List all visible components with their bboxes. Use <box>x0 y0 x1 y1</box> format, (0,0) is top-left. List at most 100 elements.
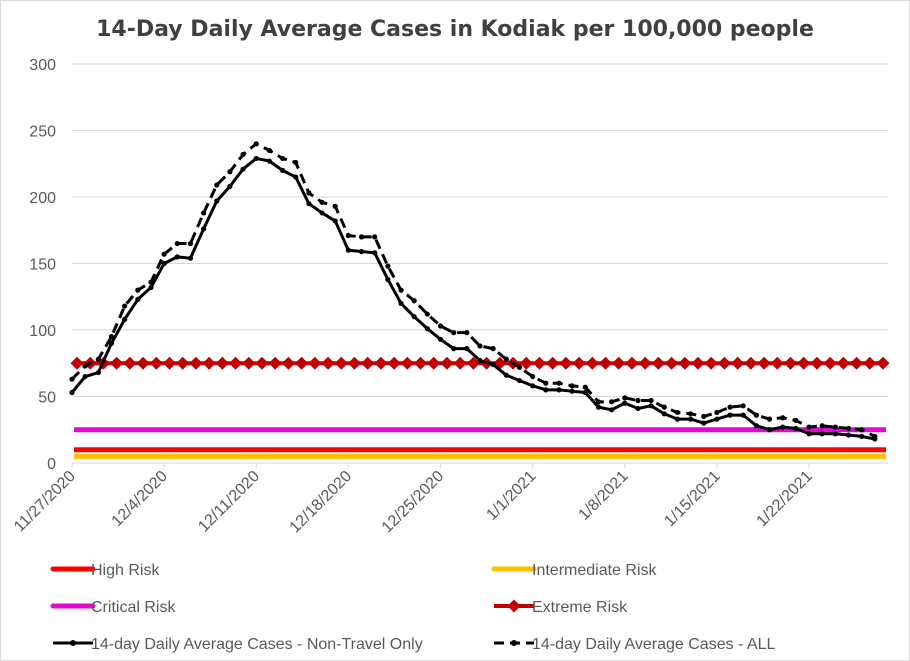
legend-label: Intermediate Risk <box>532 562 657 579</box>
data-point <box>674 409 681 416</box>
series-14-day-daily-average-cases-all <box>69 141 878 439</box>
extreme-risk-marker <box>281 356 295 370</box>
legend-marker <box>511 640 517 646</box>
data-point <box>503 372 509 378</box>
data-point <box>69 376 75 382</box>
legend: High Risk Intermediate Risk Critical Risk E… <box>50 562 776 653</box>
extreme-risk-marker <box>519 356 533 370</box>
extreme-risk-marker <box>149 356 163 370</box>
series-14-day-daily-average-cases-non-travel-only <box>69 155 878 442</box>
data-point <box>161 260 167 267</box>
data-point <box>674 416 681 422</box>
x-tick-label: 11/27/2020 <box>11 468 79 536</box>
data-point <box>214 182 220 188</box>
extreme-risk-marker <box>770 356 784 370</box>
data-point <box>543 380 549 386</box>
data-point <box>806 424 812 430</box>
x-tick-label: 12/11/2020 <box>195 468 263 536</box>
extreme-risk-marker <box>136 356 150 370</box>
data-point <box>648 397 654 404</box>
legend-label: High Risk <box>91 562 160 579</box>
extreme-risk-marker <box>189 356 203 370</box>
data-point <box>477 343 483 349</box>
extreme-risk-marker <box>242 356 256 370</box>
extreme-risk-marker <box>665 356 679 370</box>
data-point <box>135 296 141 303</box>
data-point <box>82 373 88 380</box>
legend-item: Extreme Risk <box>494 599 628 616</box>
extreme-risk-marker <box>466 356 480 370</box>
data-point <box>753 423 759 429</box>
extreme-risk-marker <box>757 356 771 370</box>
data-point <box>266 158 273 164</box>
data-point <box>385 276 391 283</box>
data-point <box>358 248 365 255</box>
data-point <box>503 356 509 362</box>
x-tick-label: 12/18/2020 <box>287 468 356 537</box>
extreme-risk-marker <box>863 356 877 370</box>
data-point <box>687 416 694 422</box>
data-point <box>82 363 88 369</box>
extreme-risk-marker <box>123 356 137 370</box>
extreme-risk-marker <box>453 356 467 370</box>
data-point <box>122 303 128 309</box>
y-tick-label: 0 <box>47 456 56 473</box>
data-point <box>543 387 549 393</box>
data-point <box>319 210 325 216</box>
extreme-risk-marker <box>585 356 599 370</box>
x-tick-label: 1/8/2021 <box>576 468 632 524</box>
extreme-risk-marker <box>308 356 322 370</box>
extreme-risk-marker <box>268 356 282 370</box>
data-point <box>727 412 733 418</box>
extreme-risk-marker <box>334 356 348 370</box>
data-point <box>227 169 233 175</box>
extreme-risk-marker <box>651 356 665 370</box>
data-point <box>345 247 351 253</box>
data-point <box>582 389 588 396</box>
data-point <box>174 254 180 260</box>
data-point <box>240 166 246 172</box>
legend-label: Extreme Risk <box>532 599 628 616</box>
data-point <box>424 326 430 332</box>
gridlines <box>72 63 888 464</box>
extreme-risk-marker <box>321 356 335 370</box>
data-point <box>306 190 312 196</box>
data-point <box>201 226 207 232</box>
data-point <box>424 311 430 317</box>
extreme-risk-marker <box>427 356 441 370</box>
legend-item: Intermediate Risk <box>491 562 657 579</box>
data-point <box>306 201 312 207</box>
data-point <box>345 232 351 239</box>
data-point <box>253 141 259 147</box>
legend-label: Critical Risk <box>91 599 176 616</box>
data-point <box>530 373 536 380</box>
extreme-risk-marker <box>176 356 190 370</box>
data-point <box>385 263 391 269</box>
extreme-risk-marker <box>850 356 864 370</box>
extreme-risk-marker <box>717 356 731 370</box>
extreme-risk-marker <box>625 356 639 370</box>
data-point <box>187 255 194 261</box>
extreme-risk-marker <box>507 599 521 613</box>
data-point <box>187 240 194 247</box>
data-point <box>516 377 523 384</box>
data-point <box>661 411 667 417</box>
legend-item: 14-day Daily Average Cases - ALL <box>494 636 776 653</box>
data-point <box>530 383 536 389</box>
data-point <box>740 403 746 409</box>
data-point <box>556 387 562 393</box>
extreme-risk-marker <box>387 356 401 370</box>
data-point <box>569 388 575 394</box>
y-axis-ticks: 0 50 100 150 200 250 300 <box>29 57 56 473</box>
data-point <box>201 210 207 216</box>
data-point <box>398 287 404 293</box>
extreme-risk-marker <box>612 356 626 370</box>
data-point <box>332 203 338 209</box>
extreme-risk-marker <box>559 356 573 370</box>
extreme-risk-marker <box>229 356 243 370</box>
extreme-risk-marker <box>836 356 850 370</box>
y-tick-label: 100 <box>29 323 56 340</box>
extreme-risk-marker <box>876 356 890 370</box>
data-point <box>411 298 417 304</box>
